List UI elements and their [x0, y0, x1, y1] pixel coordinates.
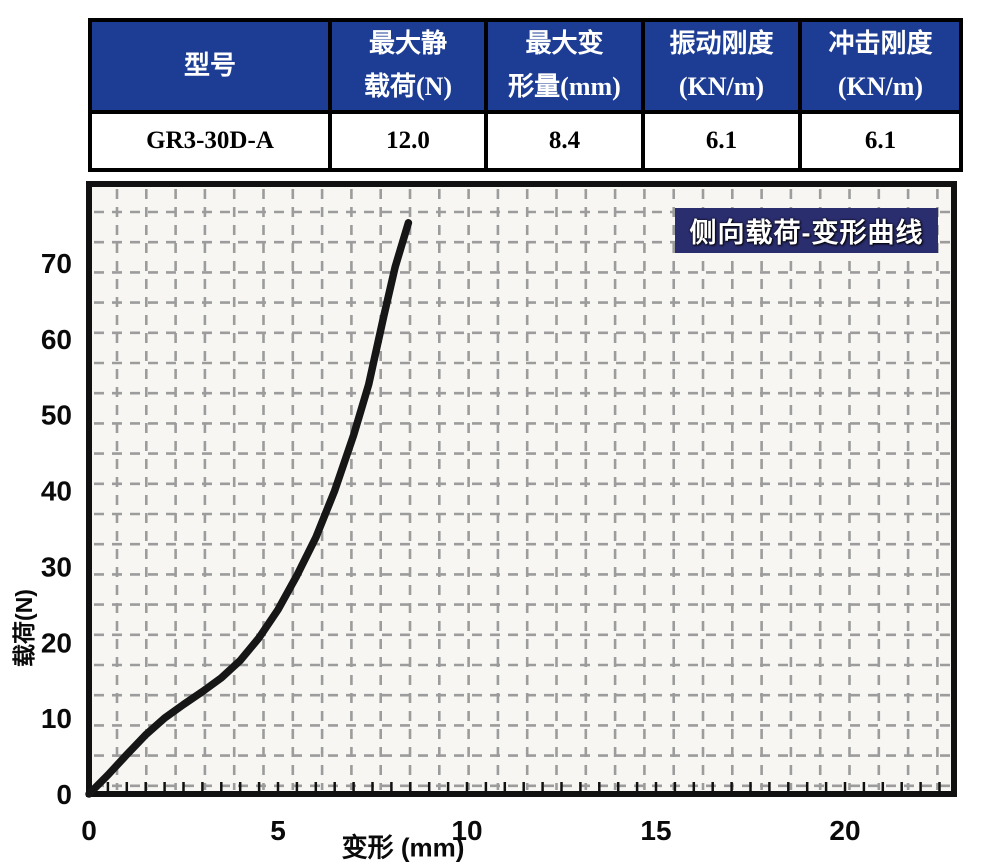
y-tick-label: 20 [41, 627, 72, 658]
col-header-vibration-stiffness: 振动刚度 (KN/m) [645, 22, 802, 114]
y-tick-label: 30 [41, 551, 72, 582]
col-header-max-static-load: 最大静 载荷(N) [332, 22, 488, 114]
x-tick-label: 0 [81, 815, 97, 846]
x-tick-label: 20 [829, 815, 860, 846]
y-tick-label: 70 [41, 248, 72, 279]
col-header-max-deformation: 最大变 形量(mm) [488, 22, 645, 114]
load-deformation-curve [85, 219, 413, 798]
plot-border [86, 181, 957, 797]
cell-max-deformation: 8.4 [488, 114, 645, 168]
x-tick-label: 5 [270, 815, 286, 846]
plot-background [89, 184, 954, 794]
col-header-model: 型号 [92, 22, 332, 114]
x-axis-label: 变形 (mm) [341, 832, 465, 863]
x-tick-label: 10 [451, 815, 482, 846]
y-axis-label: 载荷(N) [11, 589, 37, 667]
y-tick-label: 10 [41, 703, 72, 734]
y-tick-label: 50 [41, 400, 72, 431]
cell-max-static-load: 12.0 [332, 114, 488, 168]
spec-table-data-row: GR3-30D-A 12.0 8.4 6.1 6.1 [92, 114, 959, 168]
spec-table-header-row: 型号 最大静 载荷(N) 最大变 形量(mm) 振动刚度 (KN/m) 冲击刚度… [92, 22, 959, 114]
col-header-impact-stiffness: 冲击刚度 (KN/m) [802, 22, 959, 114]
cell-model: GR3-30D-A [92, 114, 332, 168]
y-tick-label: 0 [56, 779, 72, 810]
y-tick-label: 40 [41, 476, 72, 507]
cell-vibration-stiffness: 6.1 [645, 114, 802, 168]
cell-impact-stiffness: 6.1 [802, 114, 959, 168]
y-tick-label: 60 [41, 324, 72, 355]
chart-title-badge: 侧向载荷-变形曲线 [675, 208, 938, 253]
spec-table: 型号 最大静 载荷(N) 最大变 形量(mm) 振动刚度 (KN/m) 冲击刚度… [88, 18, 963, 172]
x-tick-label: 15 [640, 815, 671, 846]
